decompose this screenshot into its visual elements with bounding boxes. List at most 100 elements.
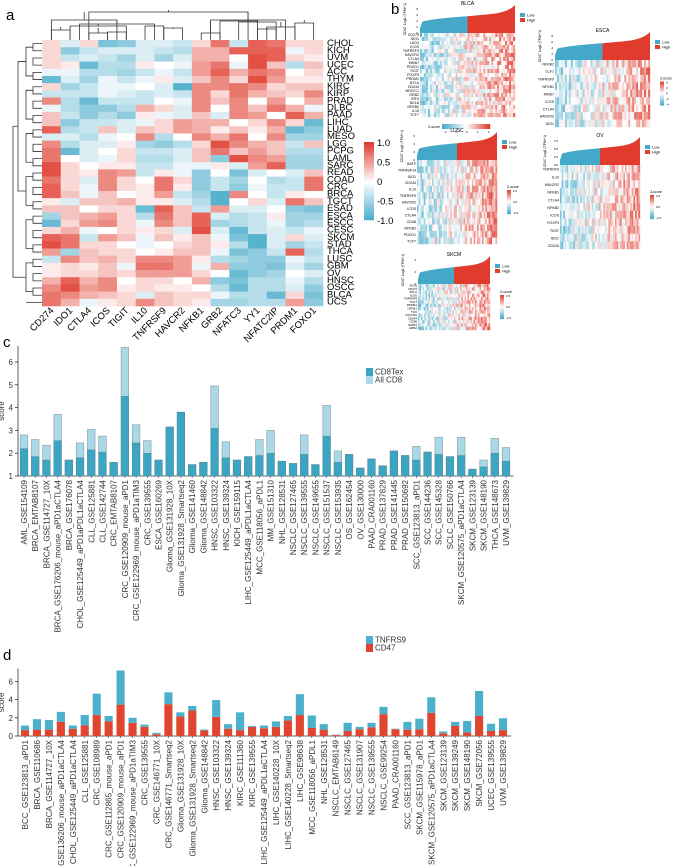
zscore-cell: [445, 69, 448, 74]
zscore-cell: [568, 67, 572, 76]
zscore-cell: [468, 185, 471, 193]
zscore-cell: [608, 203, 611, 212]
zscore-cell: [570, 97, 574, 105]
bar-cd8tex: [132, 442, 141, 477]
zscore-cell: [431, 57, 435, 62]
zscore-cell: [437, 73, 440, 78]
zscore-cell: [475, 109, 478, 114]
zscore-cell: [493, 218, 496, 225]
zscore-cell: [479, 105, 482, 110]
zscore-cell: [479, 89, 482, 94]
zscore-cell: [598, 210, 601, 219]
zscore-cell: [461, 61, 464, 66]
zscore-cell: [465, 211, 468, 219]
row-dendrogram-branch: [32, 273, 42, 282]
zscore-cell: [458, 179, 461, 187]
zscore-cell: [425, 237, 428, 245]
zscore-cell: [477, 45, 480, 50]
legend-label: CD47: [375, 644, 396, 653]
zscore-cell: [513, 109, 516, 114]
zscore-cell: [644, 74, 647, 83]
zscore-bar-segment: [660, 92, 664, 94]
zscore-cell: [427, 185, 429, 193]
heatmap-cell: [116, 147, 136, 156]
zscore-cell: [425, 290, 428, 295]
zscore-bar-segment: [507, 205, 511, 207]
zscore-cell: [433, 211, 436, 219]
zscore-cell: [450, 198, 453, 206]
gene-label: HAVCR2: [402, 201, 416, 205]
zscore-cell: [431, 97, 435, 102]
zscore-cell: [467, 61, 470, 66]
zscore-cell: [469, 81, 472, 86]
heatmap-cell: [116, 183, 136, 192]
zscore-cell: [511, 61, 514, 66]
zscore-cell: [563, 218, 566, 227]
zscore-cell: [580, 195, 582, 204]
zscore-cell: [495, 81, 498, 86]
zscore-cell: [433, 113, 437, 118]
zscore-cell: [616, 233, 619, 242]
heatmap-cell: [173, 169, 193, 177]
heatmap-cell: [154, 140, 174, 149]
zscore-cell: [427, 303, 429, 308]
zscore-cell: [580, 67, 583, 76]
zscore-cell: [425, 320, 428, 324]
legend-low-swatch: [655, 40, 660, 44]
zscore-cell: [499, 101, 502, 106]
zscore-cell: [612, 104, 615, 113]
zscore-cell: [443, 300, 446, 304]
heatmap-cell: [60, 205, 80, 213]
zscore-cell: [473, 73, 476, 78]
zscore-cell: [443, 237, 446, 245]
zscore-cell: [581, 233, 584, 242]
zscore-cell: [475, 211, 478, 219]
zscore-cell: [467, 290, 470, 295]
zscore-cell: [431, 53, 435, 58]
colorbar-segment: [364, 194, 374, 197]
zscore-cell: [473, 89, 476, 94]
zscore-cell: [487, 231, 489, 238]
zscore-cell: [491, 93, 494, 98]
zscore-cell: [499, 97, 502, 102]
zscore-cell: [429, 45, 433, 50]
low-group-area: [560, 148, 600, 165]
zscore-cell: [503, 81, 506, 86]
zscore-cell: [458, 237, 461, 245]
zscore-cell: [618, 210, 621, 219]
zscore-cell: [453, 185, 456, 193]
zscore-cell: [443, 166, 446, 174]
zscore-cell: [427, 45, 431, 50]
zscore-cell: [610, 119, 613, 128]
colorbar-tick: 1.0: [377, 138, 390, 149]
zscore-cell: [423, 57, 427, 62]
zscore-cell: [471, 113, 474, 118]
zscore-cell: [465, 93, 468, 98]
zscore-cell: [576, 97, 579, 105]
zscore-cell: [586, 165, 589, 173]
zscore-cell: [610, 67, 613, 76]
zscore-cell: [560, 165, 562, 173]
zscore-cell: [580, 60, 583, 68]
zscore-bar-segment: [660, 91, 664, 93]
zscore-bar-segment: [650, 197, 654, 199]
zscore-cell: [598, 195, 601, 204]
zscore-cell: [583, 226, 586, 234]
zscore-bar-segment: [475, 124, 478, 129]
zscore-cell: [489, 65, 492, 70]
zscore-cell: [437, 290, 440, 295]
zscore-cell: [628, 165, 631, 173]
heatmap-cell: [229, 104, 249, 113]
zscore-cell: [437, 218, 439, 225]
zscore-cell: [469, 307, 471, 311]
zscore-cell: [644, 119, 647, 128]
heatmap-cell: [285, 248, 305, 256]
heatmap-cell: [42, 47, 62, 55]
zscore-cell: [434, 300, 437, 304]
zscore-cell: [466, 284, 468, 288]
zscore-cell: [596, 233, 599, 242]
heatmap-cell: [210, 169, 230, 177]
zscore-cell: [574, 112, 577, 120]
zscore-cell: [505, 85, 508, 90]
gene-label: CD96: [409, 320, 417, 324]
